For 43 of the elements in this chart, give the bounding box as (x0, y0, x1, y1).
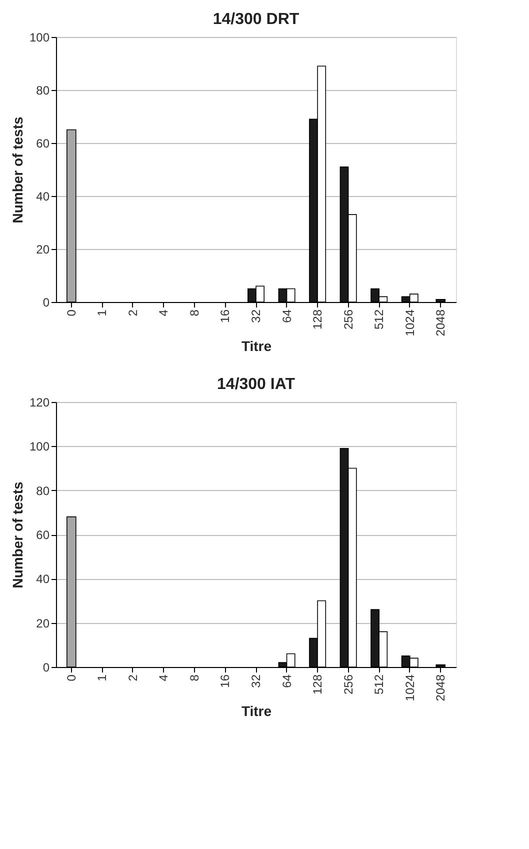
y-tick-label: 100 (29, 30, 50, 44)
x-tick-label: 32 (249, 309, 263, 323)
y-tick-label: 80 (36, 84, 50, 98)
y-tick-label: 20 (36, 242, 50, 256)
x-axis-title: Titre (241, 703, 272, 720)
x-tick-label: 4 (156, 674, 171, 682)
y-tick-label: 100 (29, 440, 50, 454)
y-axis-title: Number of tests (9, 482, 26, 588)
y-tick-label: 20 (36, 616, 50, 630)
chart-title: 14/300 DRT (212, 11, 300, 28)
x-tick-label: 1 (95, 674, 110, 682)
y-axis-title: Number of tests (9, 116, 26, 224)
y-tick-label: 60 (36, 136, 50, 150)
x-tick-label: 2 (126, 674, 140, 682)
x-tick-label: 512 (372, 674, 386, 695)
x-tick-label: 8 (187, 309, 202, 316)
x-tick-label: 256 (341, 309, 356, 330)
x-tick-label: 16 (218, 674, 232, 688)
y-tick-label: 80 (36, 484, 50, 498)
chart-title: 14/300 IAT (217, 376, 296, 393)
x-tick-label: 8 (187, 674, 202, 682)
x-tick-label: 0 (64, 309, 78, 316)
y-tick-label: 40 (36, 190, 50, 204)
x-tick-label: 2 (126, 309, 140, 316)
x-tick-label: 64 (280, 674, 294, 688)
x-tick-label: 64 (280, 309, 294, 323)
x-tick-label: 128 (310, 674, 325, 695)
x-tick-label: 32 (249, 674, 263, 688)
y-tick-label: 60 (36, 528, 50, 542)
x-tick-label: 512 (372, 309, 386, 330)
x-tick-label: 256 (341, 674, 356, 695)
x-tick-label: 1 (95, 309, 110, 316)
x-tick-label: 0 (64, 674, 78, 682)
x-tick-label: 2048 (434, 674, 448, 702)
x-tick-label: 4 (156, 309, 171, 316)
y-tick-label: 40 (36, 572, 50, 586)
x-tick-label: 1024 (402, 674, 417, 702)
y-tick-label: 120 (29, 396, 50, 410)
x-tick-label: 1024 (402, 309, 417, 336)
x-tick-label: 16 (218, 309, 232, 323)
x-axis-title: Titre (241, 338, 272, 354)
x-tick-label: 2048 (434, 309, 448, 336)
x-tick-label: 128 (310, 309, 325, 330)
